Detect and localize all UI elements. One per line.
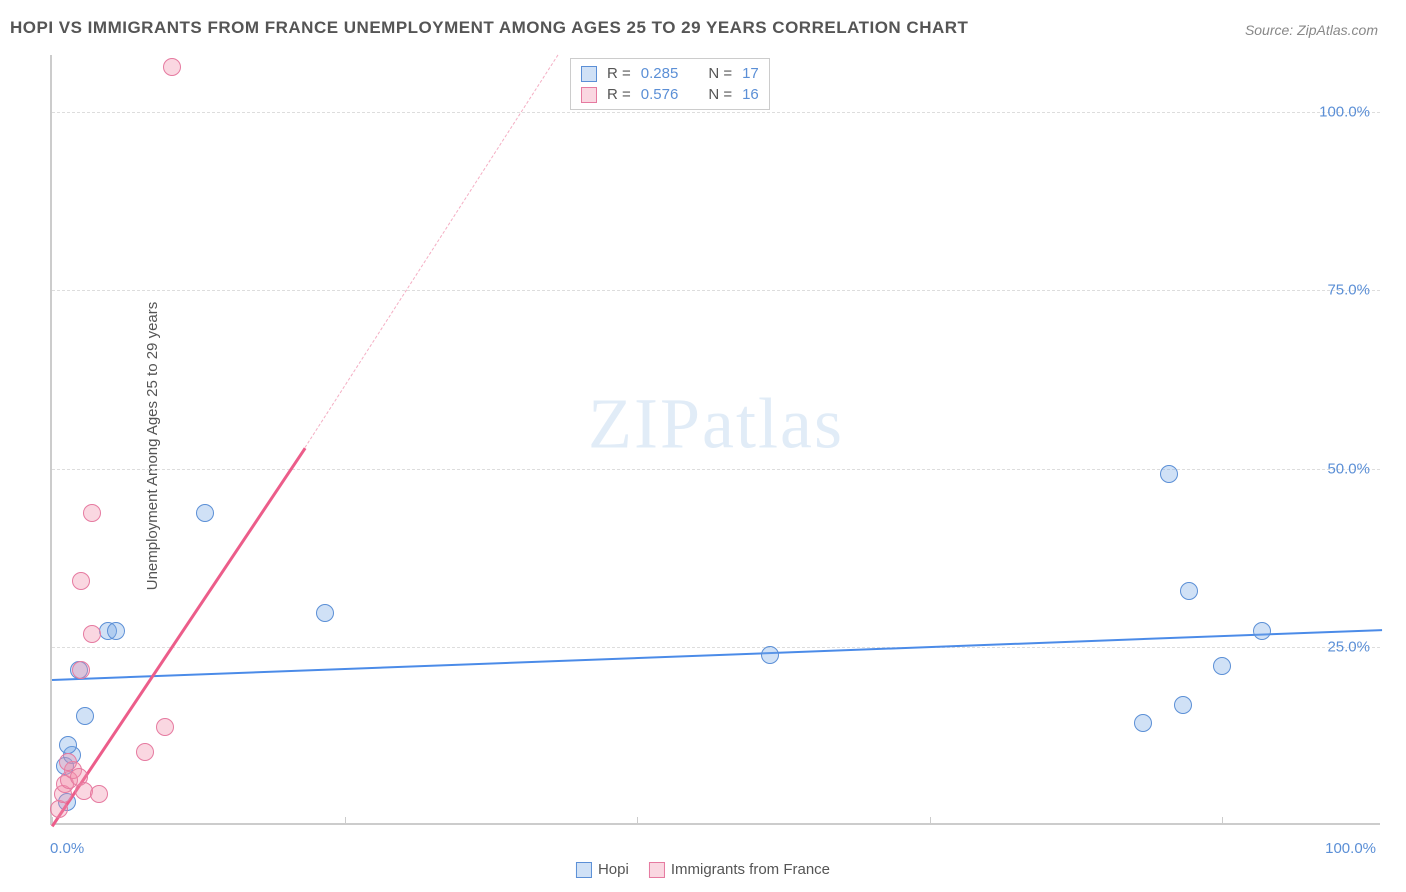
data-point-hopi [761, 646, 779, 664]
x-tick [637, 817, 638, 825]
swatch-france-icon [581, 87, 597, 103]
bottom-legend: Hopi Immigrants from France [576, 861, 830, 878]
y-tick-label: 100.0% [1319, 104, 1370, 121]
data-point-hopi [1213, 657, 1231, 675]
gridline [52, 112, 1380, 113]
data-point-hopi [1160, 465, 1178, 483]
y-tick-label: 25.0% [1327, 638, 1370, 655]
swatch-hopi-icon [581, 66, 597, 82]
data-point-france [72, 661, 90, 679]
data-point-hopi [316, 604, 334, 622]
data-point-france [72, 572, 90, 590]
legend-item-hopi: Hopi [576, 861, 629, 878]
swatch-france-icon [649, 862, 665, 878]
data-point-france [83, 504, 101, 522]
data-point-hopi [196, 504, 214, 522]
x-tick [1222, 817, 1223, 825]
stats-legend-box: R = 0.285 N = 17 R = 0.576 N = 16 [570, 58, 770, 110]
data-point-france [163, 58, 181, 76]
legend-label-france: Immigrants from France [671, 861, 830, 878]
data-point-hopi [1253, 622, 1271, 640]
r-label: R = [607, 65, 631, 82]
data-point-france [136, 743, 154, 761]
r-value-hopi: 0.285 [641, 65, 679, 82]
swatch-hopi-icon [576, 862, 592, 878]
x-axis-max-label: 100.0% [1325, 840, 1376, 857]
data-point-france [156, 718, 174, 736]
legend-item-france: Immigrants from France [649, 861, 830, 878]
chart-title: HOPI VS IMMIGRANTS FROM FRANCE UNEMPLOYM… [10, 18, 968, 38]
legend-label-hopi: Hopi [598, 861, 629, 878]
data-point-france [90, 785, 108, 803]
data-point-hopi [1134, 714, 1152, 732]
stats-row-france: R = 0.576 N = 16 [581, 84, 759, 105]
gridline [52, 469, 1380, 470]
gridline [52, 290, 1380, 291]
n-label: N = [708, 65, 732, 82]
data-point-france [83, 625, 101, 643]
data-point-hopi [1180, 582, 1198, 600]
watermark-thin: atlas [702, 383, 844, 463]
stats-row-hopi: R = 0.285 N = 17 [581, 63, 759, 84]
data-point-hopi [76, 707, 94, 725]
n-value-france: 16 [742, 86, 759, 103]
data-point-hopi [1174, 696, 1192, 714]
watermark: ZIPatlas [588, 382, 844, 465]
y-tick-label: 50.0% [1327, 460, 1370, 477]
data-point-hopi [107, 622, 125, 640]
n-value-hopi: 17 [742, 65, 759, 82]
data-point-hopi [59, 736, 77, 754]
source-label: Source: ZipAtlas.com [1245, 22, 1378, 38]
watermark-bold: ZIP [588, 383, 702, 463]
trend-line-hopi [52, 629, 1382, 681]
x-tick [930, 817, 931, 825]
r-label: R = [607, 86, 631, 103]
r-value-france: 0.576 [641, 86, 679, 103]
x-tick [345, 817, 346, 825]
n-label: N = [708, 86, 732, 103]
gridline [52, 647, 1380, 648]
trend-line-france-dash [304, 55, 558, 448]
plot-area: ZIPatlas 25.0% 50.0% 75.0% 100.0% [50, 55, 1380, 825]
y-tick-label: 75.0% [1327, 282, 1370, 299]
x-axis-min-label: 0.0% [50, 840, 84, 857]
